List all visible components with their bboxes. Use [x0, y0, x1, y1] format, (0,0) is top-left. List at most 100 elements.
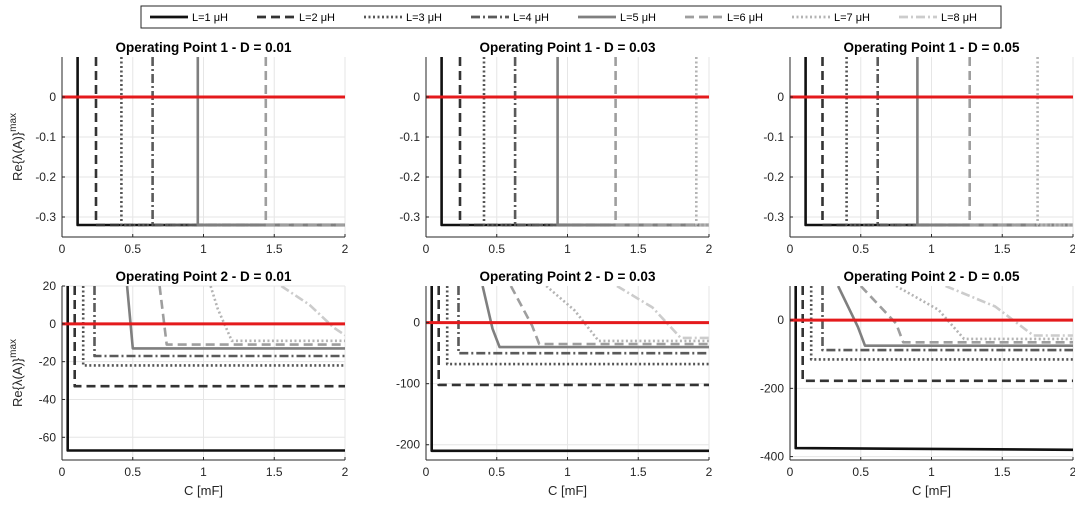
y-tick-label: -0.3	[399, 210, 420, 224]
y-tick-label: -0.2	[763, 170, 784, 184]
x-tick-label: 0.5	[124, 242, 141, 256]
x-axis-label: C [mF]	[184, 483, 223, 498]
x-tick-label: 2	[1070, 242, 1075, 256]
series-group	[804, 57, 1073, 227]
series-line	[120, 57, 345, 227]
series-line	[801, 286, 1073, 383]
x-tick-label: 1.5	[630, 465, 647, 479]
x-tick-label: 1	[200, 465, 207, 479]
subplot-title: Operating Point 1 - D = 0.03	[480, 40, 656, 55]
x-tick-label: 0	[59, 465, 66, 479]
series-line	[876, 57, 1073, 227]
y-tick-label: 0	[49, 317, 56, 331]
x-tick-label: 1	[928, 242, 935, 256]
x-tick-label: 1.5	[994, 465, 1011, 479]
series-line	[73, 286, 345, 388]
y-axis-label: Re{λ(A)}max	[8, 113, 25, 181]
y-tick-label: -20	[39, 355, 57, 369]
legend-label: L=3 μH	[406, 12, 442, 24]
legend: L=1 μH L=2 μH L=3 μH L=4 μH L=5 μH L=6 μH L=7 …	[140, 5, 1002, 29]
series-line	[481, 286, 709, 349]
legend-entry: L=7 μH	[792, 12, 870, 24]
x-tick-label: 0.5	[124, 465, 141, 479]
x-tick-label: 1.5	[266, 465, 283, 479]
subplot: 0 0.5 1 1.5 2 0 -100 -200 Operating Point 2 - D …	[396, 269, 713, 498]
x-tick-label: 0.5	[488, 242, 505, 256]
legend-label: L=1 μH	[192, 12, 228, 24]
legend-entry: L=1 μH	[150, 12, 228, 24]
series-group	[794, 286, 1073, 452]
series-line	[545, 286, 709, 343]
y-tick-label: 0	[413, 316, 420, 330]
series-line	[264, 57, 345, 227]
y-tick-label: 20	[43, 279, 57, 293]
series-line	[430, 286, 709, 453]
y-tick-label: -0.1	[763, 130, 784, 144]
y-tick-label: 0	[777, 313, 784, 327]
x-tick-label: 2	[342, 242, 349, 256]
series-line	[821, 286, 1073, 352]
subplot: 0 0.5 1 1.5 2 0 -200 -400 Operating Point 2 - D …	[760, 269, 1075, 498]
x-tick-label: 2	[706, 465, 713, 479]
subplot: 0 0.5 1 1.5 2 20 0 -20 -40 -60 Operating Point 2 -…	[8, 269, 349, 498]
series-line	[794, 286, 1073, 452]
x-tick-label: 0.5	[852, 242, 869, 256]
series-line	[821, 57, 1073, 227]
y-tick-label: -200	[396, 438, 420, 452]
y-tick-label: -0.2	[399, 170, 420, 184]
series-group	[440, 57, 709, 227]
x-tick-label: 0	[59, 242, 66, 256]
series-line	[66, 286, 345, 452]
y-tick-label: -60	[39, 430, 57, 444]
y-tick-label: -200	[760, 381, 784, 395]
series-line	[809, 286, 1073, 361]
x-tick-label: 2	[706, 242, 713, 256]
legend-box	[140, 5, 1002, 29]
legend-label: L=5 μH	[620, 12, 656, 24]
x-tick-label: 1	[200, 242, 207, 256]
legend-label: L=8 μH	[941, 12, 977, 24]
x-tick-label: 0	[423, 242, 430, 256]
x-tick-label: 0.5	[488, 465, 505, 479]
legend-label: L=7 μH	[834, 12, 870, 24]
series-line	[694, 57, 709, 227]
x-tick-label: 2	[1070, 465, 1075, 479]
y-tick-label: 0	[413, 90, 420, 104]
series-line	[458, 57, 709, 227]
series-line	[916, 57, 1073, 227]
legend-entry: L=5 μH	[578, 12, 656, 24]
series-line	[158, 286, 345, 346]
series-line	[93, 286, 345, 358]
subplot: 0 0.5 1 1.5 2 0 -0.1 -0.2 -0.3 Operating Point 1 …	[763, 40, 1075, 256]
series-line	[845, 57, 1073, 227]
x-tick-label: 0	[787, 465, 794, 479]
legend-label: L=6 μH	[727, 12, 763, 24]
y-tick-label: 0	[49, 90, 56, 104]
series-line	[614, 57, 709, 227]
subplot: 0 0.5 1 1.5 2 0 -0.1 -0.2 -0.3 Operating Point 1 …	[399, 40, 712, 256]
series-line	[280, 286, 345, 337]
series-line	[125, 286, 345, 350]
x-tick-label: 0	[423, 465, 430, 479]
series-line	[482, 57, 709, 227]
x-tick-label: 0.5	[852, 465, 869, 479]
legend-entry: L=8 μH	[899, 12, 977, 24]
legend-label: L=2 μH	[299, 12, 335, 24]
y-tick-label: -0.1	[35, 130, 56, 144]
y-tick-label: -100	[396, 377, 420, 391]
y-tick-label: 0	[777, 90, 784, 104]
x-tick-label: 1.5	[994, 242, 1011, 256]
series-line	[94, 57, 345, 227]
x-tick-label: 1	[564, 242, 571, 256]
series-line	[457, 286, 709, 355]
series-line	[859, 286, 1073, 344]
subplot-title: Operating Point 1 - D = 0.05	[844, 40, 1020, 55]
y-tick-label: -0.2	[35, 170, 56, 184]
series-line	[616, 286, 709, 340]
y-tick-label: -0.1	[399, 130, 420, 144]
series-line	[1036, 57, 1073, 227]
series-line	[437, 286, 709, 387]
y-tick-label: -400	[760, 450, 784, 464]
